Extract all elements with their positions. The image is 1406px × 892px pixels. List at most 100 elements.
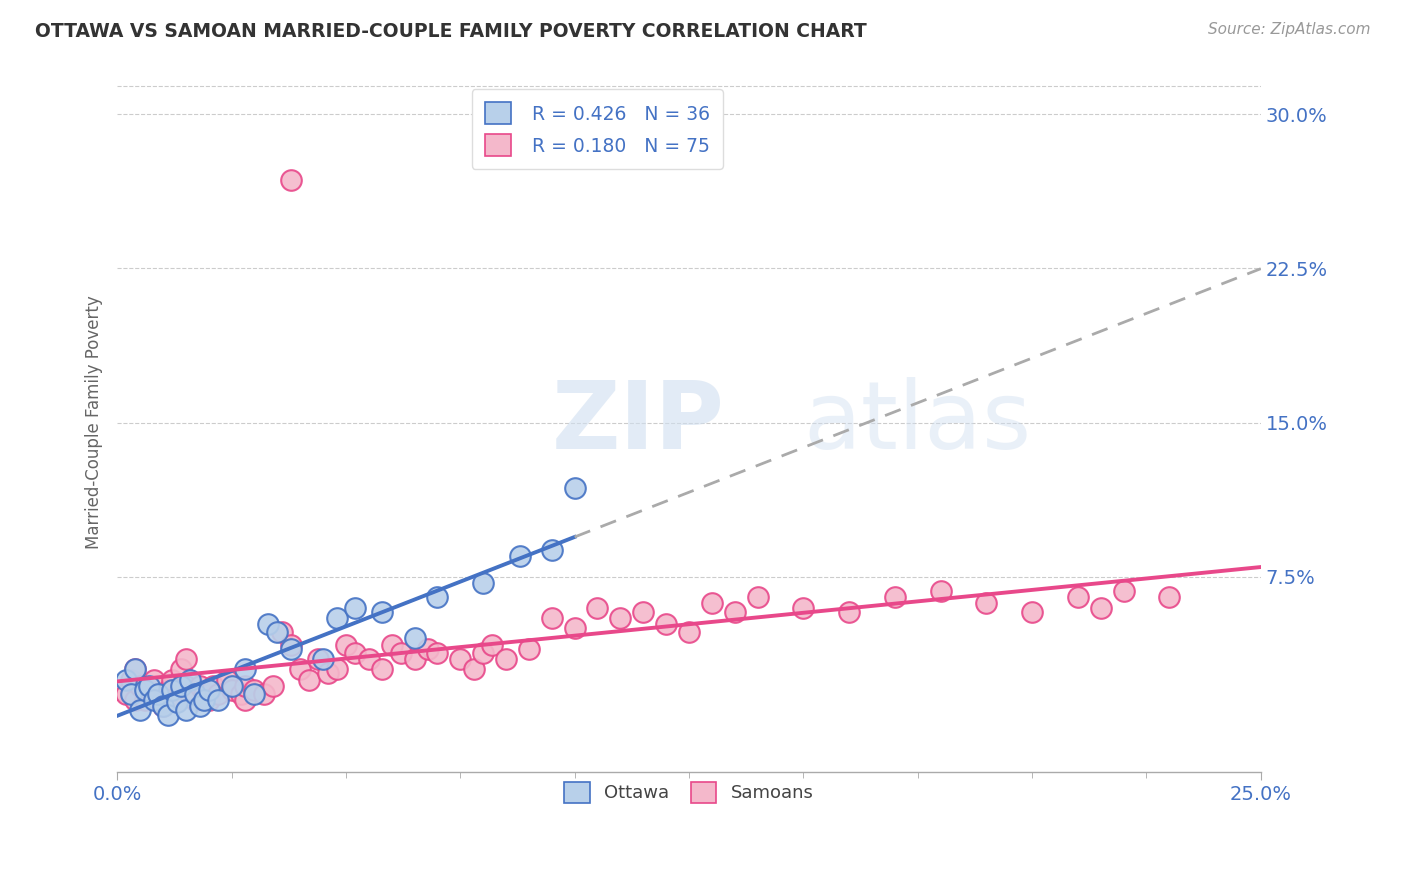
Point — [326, 662, 349, 676]
Point — [215, 673, 238, 687]
Point — [170, 662, 193, 676]
Point — [540, 611, 562, 625]
Point — [134, 693, 156, 707]
Point — [1112, 584, 1135, 599]
Point — [426, 591, 449, 605]
Point — [233, 679, 256, 693]
Point — [257, 617, 280, 632]
Point — [335, 638, 357, 652]
Point — [188, 699, 211, 714]
Point — [229, 687, 252, 701]
Point — [517, 641, 540, 656]
Point — [344, 600, 367, 615]
Point — [120, 687, 142, 701]
Point — [166, 693, 188, 707]
Point — [148, 687, 170, 701]
Legend: Ottawa, Samoans: Ottawa, Samoans — [551, 769, 827, 815]
Point — [156, 707, 179, 722]
Point — [564, 481, 586, 495]
Point — [188, 679, 211, 693]
Point — [883, 591, 905, 605]
Point — [138, 682, 160, 697]
Point — [115, 673, 138, 687]
Point — [148, 687, 170, 701]
Point — [266, 625, 288, 640]
Point — [170, 679, 193, 693]
Point — [371, 605, 394, 619]
Point — [747, 591, 769, 605]
Point — [974, 597, 997, 611]
Point — [316, 666, 339, 681]
Point — [724, 605, 747, 619]
Point — [307, 652, 329, 666]
Point — [1067, 591, 1090, 605]
Point — [381, 638, 404, 652]
Point — [1090, 600, 1112, 615]
Text: Source: ZipAtlas.com: Source: ZipAtlas.com — [1208, 22, 1371, 37]
Point — [179, 687, 201, 701]
Point — [270, 625, 292, 640]
Point — [193, 687, 215, 701]
Point — [404, 632, 426, 646]
Point — [472, 575, 495, 590]
Point — [233, 693, 256, 707]
Point — [152, 699, 174, 714]
Point — [243, 682, 266, 697]
Point — [221, 679, 243, 693]
Point — [142, 673, 165, 687]
Y-axis label: Married-Couple Family Poverty: Married-Couple Family Poverty — [86, 295, 103, 549]
Point — [207, 693, 229, 707]
Point — [160, 682, 183, 697]
Point — [124, 662, 146, 676]
Point — [124, 662, 146, 676]
Point — [280, 173, 302, 187]
Point — [586, 600, 609, 615]
Point — [138, 679, 160, 693]
Point — [609, 611, 631, 625]
Point — [115, 687, 138, 701]
Text: ZIP: ZIP — [551, 376, 724, 468]
Point — [678, 625, 700, 640]
Point — [418, 641, 440, 656]
Point — [134, 682, 156, 697]
Point — [371, 662, 394, 676]
Point — [495, 652, 517, 666]
Point — [184, 693, 207, 707]
Point — [700, 597, 723, 611]
Point — [129, 703, 152, 717]
Point — [463, 662, 485, 676]
Point — [298, 673, 321, 687]
Point — [124, 693, 146, 707]
Point — [792, 600, 814, 615]
Point — [129, 679, 152, 693]
Point — [111, 682, 134, 697]
Point — [120, 673, 142, 687]
Point — [152, 699, 174, 714]
Point — [631, 605, 654, 619]
Point — [197, 682, 219, 697]
Point — [1021, 605, 1043, 619]
Point — [166, 695, 188, 709]
Point — [174, 703, 197, 717]
Point — [160, 673, 183, 687]
Point — [262, 679, 284, 693]
Point — [326, 611, 349, 625]
Point — [481, 638, 503, 652]
Point — [389, 646, 412, 660]
Point — [193, 693, 215, 707]
Point — [280, 638, 302, 652]
Point — [357, 652, 380, 666]
Point — [243, 687, 266, 701]
Point — [280, 641, 302, 656]
Point — [174, 652, 197, 666]
Text: atlas: atlas — [803, 376, 1032, 468]
Point — [197, 693, 219, 707]
Point — [288, 662, 311, 676]
Point — [252, 687, 274, 701]
Point — [509, 549, 531, 564]
Point — [404, 652, 426, 666]
Point — [156, 682, 179, 697]
Point — [233, 662, 256, 676]
Point — [472, 646, 495, 660]
Point — [449, 652, 471, 666]
